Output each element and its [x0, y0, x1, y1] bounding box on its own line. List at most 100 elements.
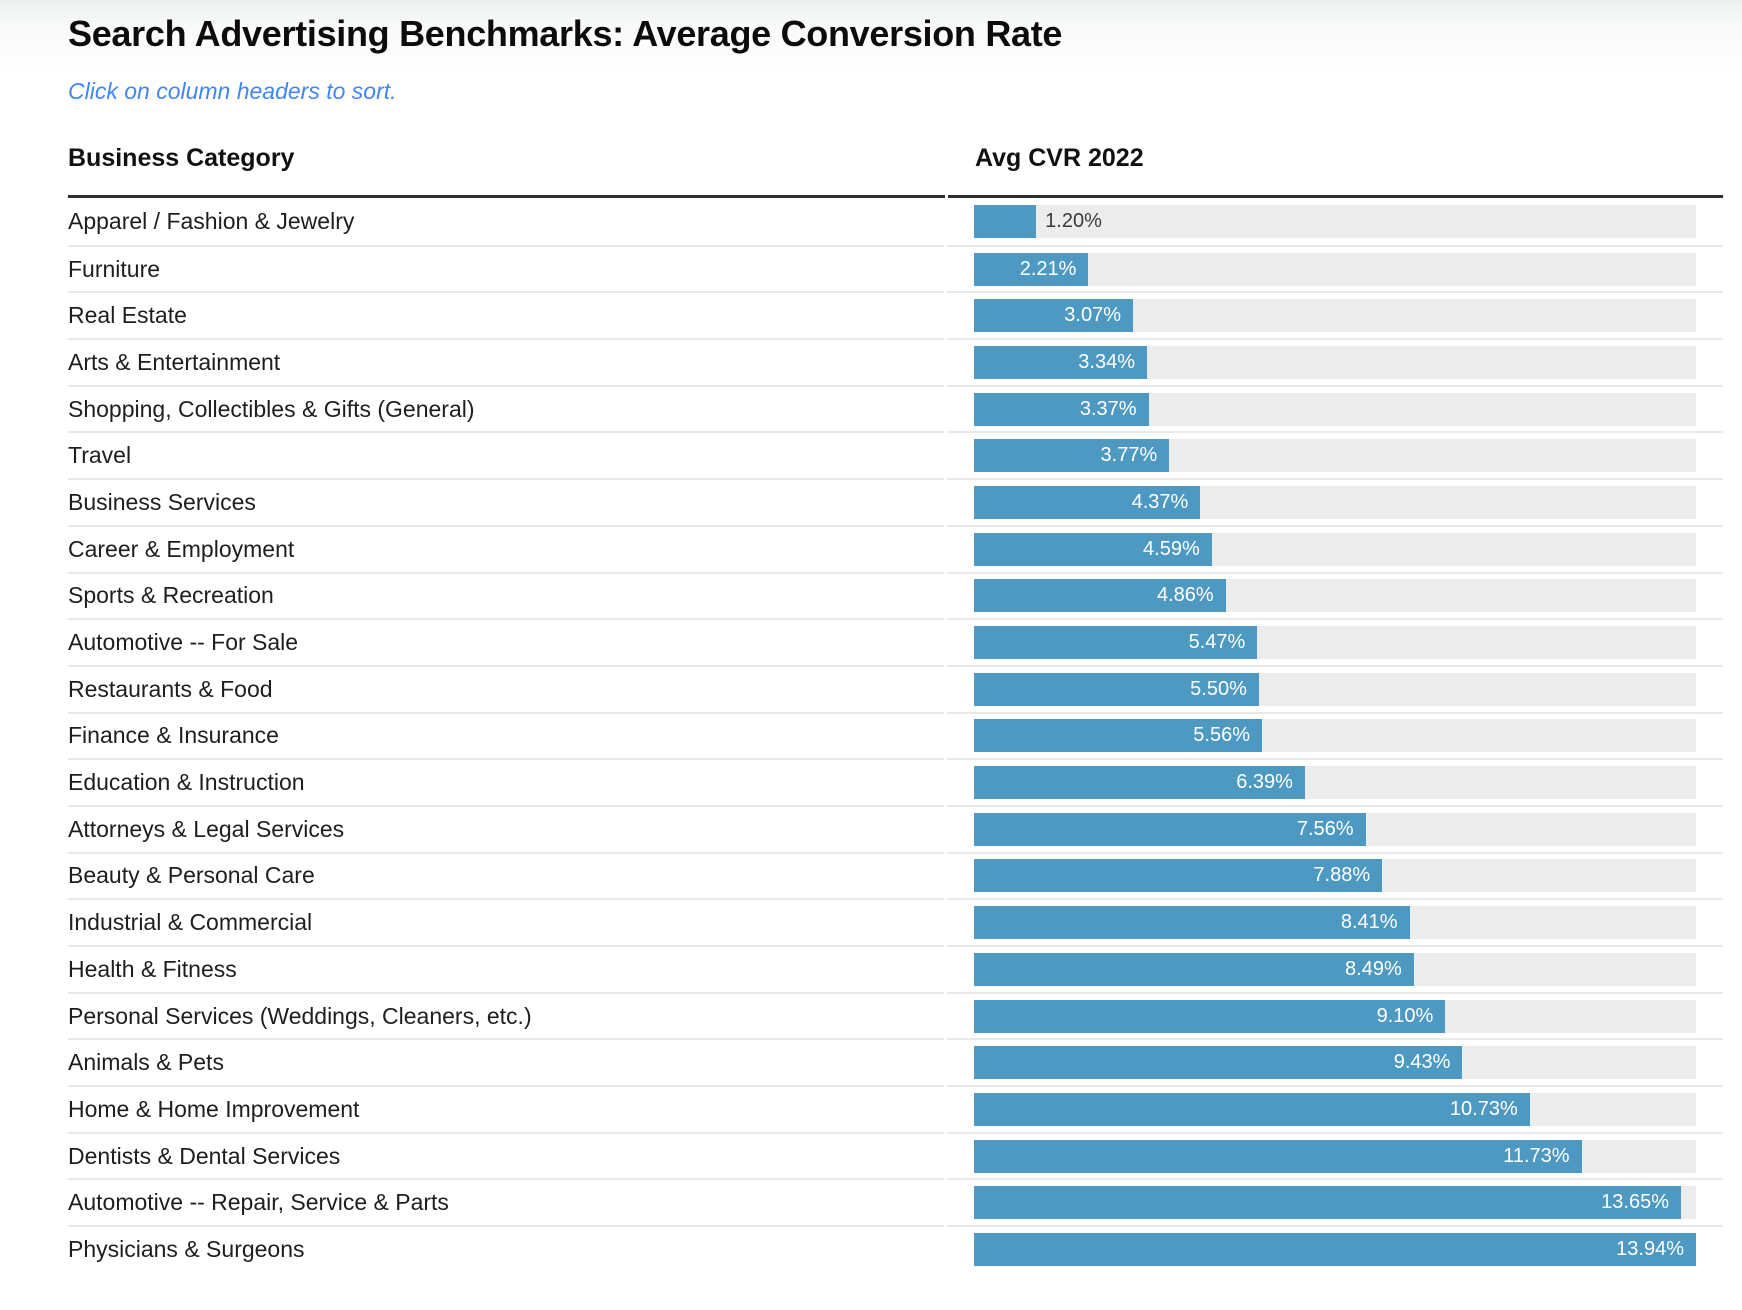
bar-track: 7.56% [974, 812, 1696, 846]
page: Search Advertising Benchmarks: Average C… [68, 13, 1723, 1272]
bar-value-label: 10.73% [1449, 1097, 1518, 1120]
bar-value-label: 3.37% [1079, 397, 1137, 420]
table-row: Automotive -- For Sale 5.47% [68, 618, 1723, 665]
bar-value-label: 7.56% [1296, 817, 1354, 840]
bar [974, 1139, 1582, 1173]
bar-value-label: 4.86% [1157, 584, 1214, 607]
bar-value-label: 9.10% [1376, 1004, 1434, 1027]
category-cell: Education & Instruction [68, 758, 944, 805]
bar-value-label: 13.94% [1616, 1237, 1684, 1260]
bar [974, 672, 1259, 706]
bar-value-label: 3.07% [1064, 304, 1122, 327]
category-cell: Industrial & Commercial [68, 898, 944, 945]
bar [974, 906, 1410, 940]
table-row: Automotive -- Repair, Service & Parts 13… [68, 1178, 1723, 1225]
category-cell: Real Estate [68, 291, 944, 338]
category-cell: Furniture [68, 244, 944, 292]
table-row: Beauty & Personal Care 7.88% [68, 851, 1723, 899]
bar-track: 13.65% [974, 1186, 1696, 1220]
table-body: Apparel / Fashion & Jewelry 1.20% Furnit… [68, 198, 1723, 1272]
column-header-avg-cvr-2022[interactable]: Avg CVR 2022 [948, 144, 1723, 198]
bar-track: 4.86% [974, 579, 1696, 613]
bar [974, 1186, 1681, 1220]
bar-track: 3.77% [974, 439, 1696, 473]
table-row: Dentists & Dental Services 11.73% [68, 1131, 1723, 1179]
table-row: Education & Instruction 6.39% [68, 758, 1723, 805]
value-cell: 8.41% [947, 898, 1723, 945]
page-title: Search Advertising Benchmarks: Average C… [68, 13, 1063, 54]
category-label: Automotive -- For Sale [68, 629, 299, 656]
bar-track: 5.47% [974, 626, 1696, 660]
value-cell: 3.07% [947, 291, 1723, 338]
bar [974, 719, 1262, 753]
category-cell: Sports & Recreation [68, 571, 944, 619]
category-cell: Automotive -- Repair, Service & Parts [68, 1178, 944, 1225]
table-row: Home & Home Improvement 10.73% [68, 1085, 1723, 1132]
bar [974, 204, 1037, 238]
category-cell: Career & Employment [68, 524, 944, 572]
category-label: Shopping, Collectibles & Gifts (General) [68, 395, 475, 422]
category-label: Career & Employment [68, 535, 295, 562]
bar-value-label: 4.37% [1131, 490, 1189, 513]
category-cell: Physicians & Surgeons [68, 1225, 944, 1272]
bar-track: 4.37% [974, 485, 1696, 519]
bar-track: 2.21% [974, 252, 1696, 286]
bar-value-label: 5.50% [1190, 677, 1247, 700]
bar-track: 7.88% [974, 859, 1696, 893]
bar [974, 1092, 1530, 1126]
bar-value-label: 8.41% [1340, 911, 1398, 934]
value-cell: 4.86% [947, 571, 1723, 619]
bar [974, 579, 1226, 613]
bar-track: 5.56% [974, 719, 1696, 753]
category-label: Beauty & Personal Care [68, 862, 315, 889]
category-label: Restaurants & Food [68, 675, 273, 702]
column-header-business-category[interactable]: Business Category [68, 144, 945, 198]
category-label: Education & Instruction [68, 769, 305, 796]
table-row: Attorneys & Legal Services 7.56% [68, 804, 1723, 852]
table-row: Business Services 4.37% [68, 478, 1723, 525]
table-row: Apparel / Fashion & Jewelry 1.20% [68, 198, 1723, 245]
category-cell: Shopping, Collectibles & Gifts (General) [68, 384, 944, 432]
bar [974, 812, 1366, 846]
category-label: Apparel / Fashion & Jewelry [68, 207, 355, 234]
category-cell: Business Services [68, 478, 944, 525]
value-cell: 7.88% [947, 851, 1723, 899]
category-label: Real Estate [68, 302, 187, 329]
bar-value-label: 13.65% [1601, 1191, 1669, 1214]
value-cell: 9.43% [947, 1038, 1723, 1085]
bar-value-label: 11.73% [1503, 1144, 1570, 1167]
table-row: Shopping, Collectibles & Gifts (General)… [68, 384, 1723, 432]
table-row: Restaurants & Food 5.50% [68, 664, 1723, 712]
bar [974, 439, 1170, 473]
bar-track: 4.59% [974, 532, 1696, 566]
category-cell: Restaurants & Food [68, 664, 944, 712]
table-row: Physicians & Surgeons 13.94% [68, 1225, 1723, 1272]
category-cell: Arts & Entertainment [68, 338, 944, 385]
value-cell: 9.10% [947, 991, 1723, 1039]
benchmark-table: Business Category Avg CVR 2022 Apparel /… [68, 144, 1723, 1272]
table-row: Finance & Insurance 5.56% [68, 711, 1723, 759]
bar [974, 252, 1089, 286]
value-cell: 3.34% [947, 338, 1723, 385]
category-label: Industrial & Commercial [68, 909, 313, 936]
bar-value-label: 3.34% [1078, 350, 1135, 373]
table-row: Health & Fitness 8.49% [68, 945, 1723, 992]
bar [974, 766, 1305, 800]
bar-track: 3.07% [974, 299, 1696, 333]
category-label: Dentists & Dental Services [68, 1142, 341, 1169]
bar-value-label: 5.56% [1193, 724, 1250, 747]
bar-track: 11.73% [974, 1139, 1696, 1173]
value-cell: 6.39% [947, 758, 1723, 805]
category-label: Arts & Entertainment [68, 348, 281, 375]
category-label: Health & Fitness [68, 955, 237, 982]
bar-value-label: 8.49% [1345, 957, 1402, 980]
category-cell: Attorneys & Legal Services [68, 804, 944, 852]
value-cell: 13.94% [947, 1225, 1723, 1272]
value-cell: 4.59% [947, 524, 1723, 572]
bar-value-label: 5.47% [1188, 631, 1246, 654]
category-label: Furniture [68, 255, 161, 282]
category-cell: Finance & Insurance [68, 711, 944, 759]
bar-value-label: 9.43% [1393, 1051, 1451, 1074]
value-cell: 3.77% [947, 431, 1723, 478]
category-cell: Personal Services (Weddings, Cleaners, e… [68, 991, 944, 1039]
